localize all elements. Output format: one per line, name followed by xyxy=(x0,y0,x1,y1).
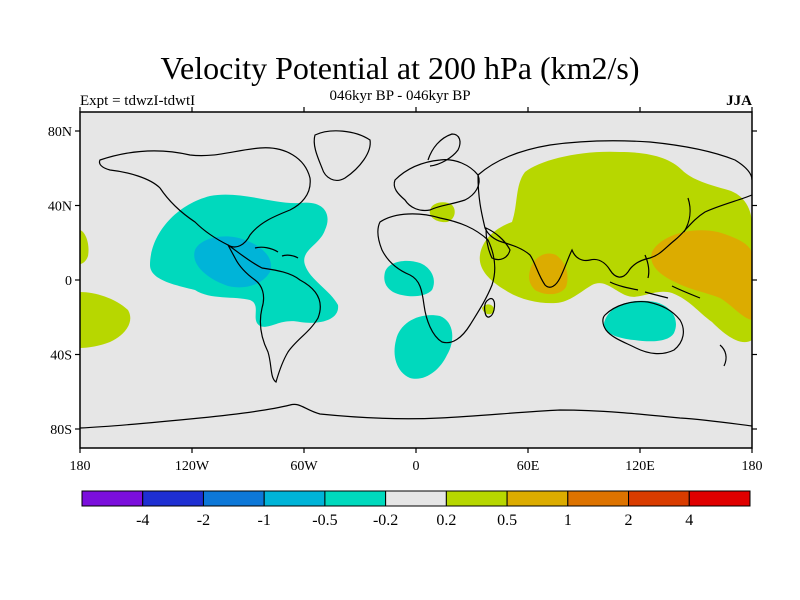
lon-tick-label: 180 xyxy=(70,459,91,474)
colorbar-segment xyxy=(506,490,569,507)
coast-caribbean xyxy=(254,246,299,259)
lat-tick-label: 0 xyxy=(65,274,72,289)
coast-south-america xyxy=(227,244,321,383)
colorbar-label: 2 xyxy=(625,512,633,529)
lon-tick-label: 60W xyxy=(290,459,318,474)
season-label: JJA xyxy=(726,93,752,109)
colorbar: -4 -2 -1 -0.5 -0.2 0.2 0.5 1 2 4 xyxy=(81,490,751,529)
experiment-label: Expt = tdwzI-tdwtI xyxy=(80,93,196,109)
lat-tick-label: 80N xyxy=(48,125,72,140)
lon-tick-label: 120E xyxy=(625,459,655,474)
lat-tick-label: 40S xyxy=(50,349,72,364)
colorbar-label: 0.5 xyxy=(497,512,517,529)
coast-new-zealand xyxy=(719,344,727,367)
positive-anomaly-west-pacific xyxy=(651,230,752,320)
colorbar-segment xyxy=(567,490,630,507)
coast-japan xyxy=(683,197,691,233)
chart-subtitle: 046kyr BP - 046kyr BP xyxy=(329,88,471,104)
latitude-axis: 80N 40N 0 40S 80S xyxy=(48,125,757,438)
negative-anomaly-atlantic xyxy=(384,260,434,297)
colorbar-segment xyxy=(202,490,265,507)
colorbar-segment xyxy=(263,490,326,507)
coast-philippines xyxy=(644,254,650,279)
colorbar-label: -2 xyxy=(197,512,210,529)
lon-tick-label: 180 xyxy=(742,459,763,474)
longitude-axis: 180 120W 60W 0 60E 120E 180 xyxy=(70,107,763,474)
lon-tick-label: 120W xyxy=(175,459,210,474)
colorbar-label: 1 xyxy=(564,512,572,529)
colorbar-segment xyxy=(688,490,751,507)
colorbar-label: 0.2 xyxy=(436,512,456,529)
coast-antarctica xyxy=(80,403,752,429)
coast-europe xyxy=(393,159,480,212)
colorbar-segment xyxy=(324,490,387,507)
lon-tick-label: 60E xyxy=(517,459,540,474)
coastlines xyxy=(80,130,752,429)
coast-scandinavia xyxy=(427,133,461,167)
colorbar-label: -4 xyxy=(136,512,149,529)
lat-tick-label: 80S xyxy=(50,423,72,438)
coast-australia xyxy=(602,300,684,355)
colorbar-label: -0.5 xyxy=(312,512,337,529)
colorbar-segment xyxy=(385,490,447,507)
positive-anomaly-dateline-west xyxy=(80,292,131,348)
lat-tick-label: 40N xyxy=(48,200,72,215)
coast-madagascar xyxy=(484,297,496,318)
negative-anomaly-australia xyxy=(604,300,676,342)
positive-anomaly-dateline-north xyxy=(80,230,89,264)
coast-arabia xyxy=(485,227,511,261)
colorbar-label: -1 xyxy=(258,512,271,529)
coast-indonesia xyxy=(609,281,701,299)
colorbar-segment xyxy=(628,490,690,507)
coast-africa xyxy=(377,213,496,344)
contour-fields xyxy=(80,151,752,379)
positive-anomaly-india xyxy=(529,253,568,295)
colorbar-label: 4 xyxy=(685,512,693,529)
coast-north-america xyxy=(98,147,311,248)
coast-asia xyxy=(477,140,752,288)
negative-anomaly-core xyxy=(194,236,272,288)
negative-anomaly-south-atlantic xyxy=(394,315,453,379)
colorbar-segment xyxy=(445,490,508,507)
coast-greenland xyxy=(313,130,371,181)
lon-tick-label: 0 xyxy=(413,459,420,474)
colorbar-segment xyxy=(81,490,144,507)
positive-anomaly-asia xyxy=(479,151,752,343)
chart-title: Velocity Potential at 200 hPa (km2/s) xyxy=(160,50,640,86)
colorbar-label: -0.2 xyxy=(373,512,398,529)
colorbar-segment xyxy=(142,490,204,507)
